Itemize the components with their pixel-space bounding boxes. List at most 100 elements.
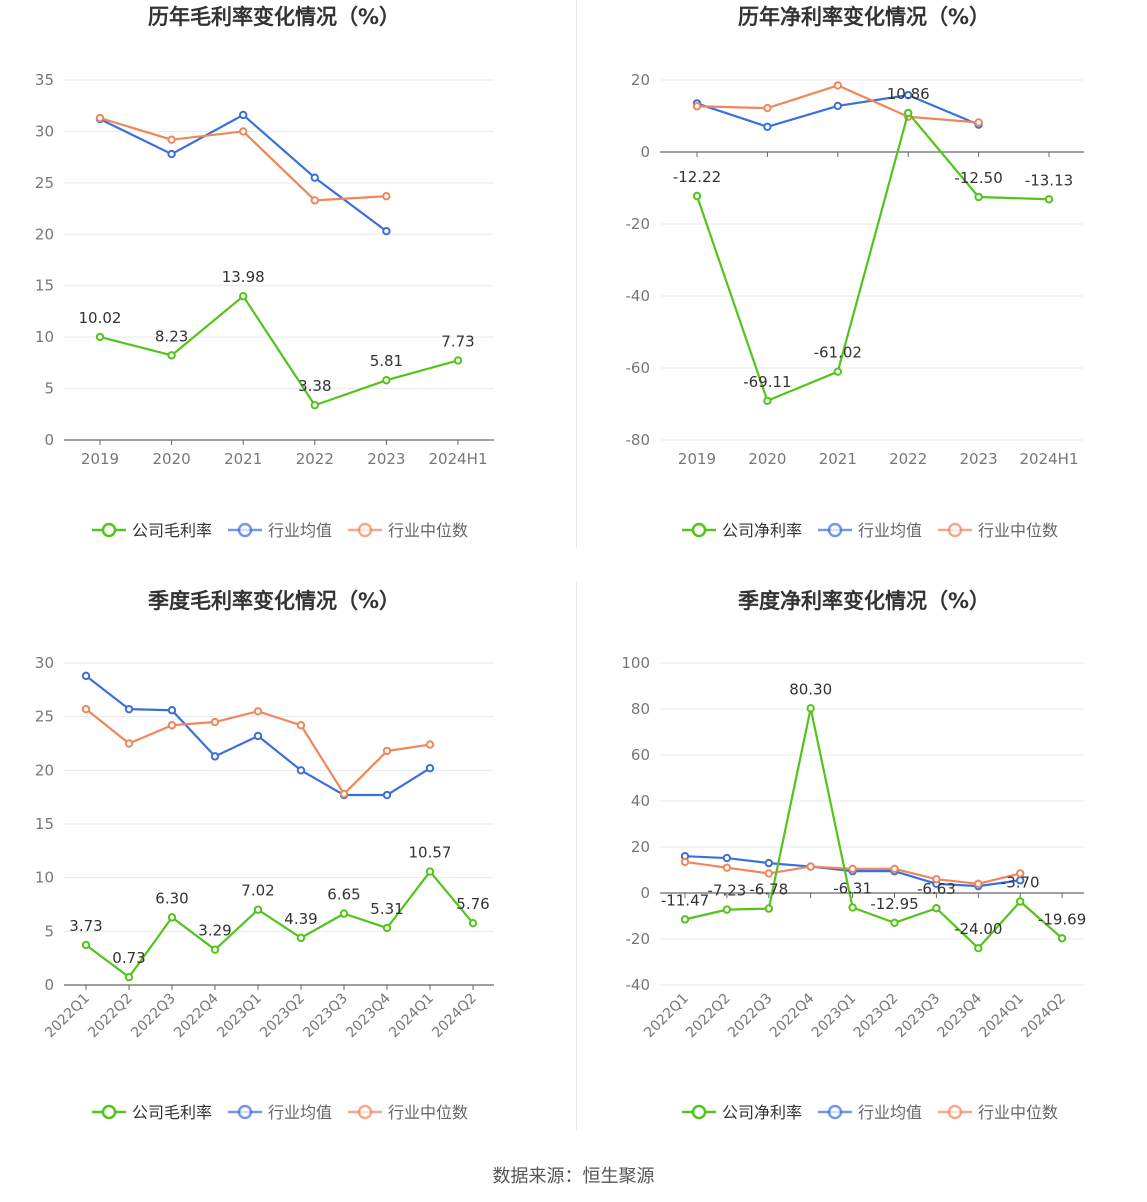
data-point-行业中位数 bbox=[310, 196, 319, 205]
data-point-公司毛利率 bbox=[296, 933, 306, 943]
legend-label-avg: 行业均值 bbox=[858, 1103, 922, 1122]
x-tick-label: 2023Q3 bbox=[300, 991, 351, 1042]
data-point-行业中位数 bbox=[806, 862, 815, 871]
data-label: -6.31 bbox=[833, 880, 872, 898]
y-tick-label: 80 bbox=[631, 700, 650, 718]
data-label: -12.95 bbox=[870, 895, 918, 913]
x-tick-label: 2024Q1 bbox=[386, 991, 437, 1042]
data-point-公司净利率 bbox=[848, 903, 857, 912]
data-point-行业均值 bbox=[296, 766, 306, 775]
data-label: -61.02 bbox=[814, 344, 862, 362]
data-point-行业中位数 bbox=[425, 740, 435, 749]
data-point-公司净利率 bbox=[1057, 934, 1067, 943]
x-tick-label: 2023Q4 bbox=[343, 990, 394, 1041]
data-point-公司毛利率 bbox=[210, 945, 220, 954]
data-point-公司净利率 bbox=[890, 918, 899, 927]
y-tick-label: 10 bbox=[35, 869, 54, 887]
data-point-行业中位数 bbox=[124, 739, 134, 748]
legend-label-median: 行业中位数 bbox=[978, 1103, 1058, 1122]
data-point-行业中位数 bbox=[722, 863, 732, 872]
data-point-公司毛利率 bbox=[382, 376, 391, 385]
data-label: -12.50 bbox=[954, 169, 1002, 187]
data-point-公司毛利率 bbox=[239, 292, 248, 301]
y-tick-label: 35 bbox=[35, 71, 54, 89]
data-point-行业中位数 bbox=[382, 746, 392, 756]
x-tick-label: 2023Q2 bbox=[851, 991, 902, 1042]
x-tick-label: 2024H1 bbox=[1020, 450, 1079, 468]
chart-title: 季度净利率变化情况（%） bbox=[738, 589, 990, 613]
data-point-行业中位数 bbox=[680, 857, 690, 867]
legend-label-avg: 行业均值 bbox=[268, 1103, 332, 1122]
vertical-divider-top bbox=[576, 0, 577, 548]
legend-label-avg: 行业均值 bbox=[268, 521, 332, 540]
data-point-行业中位数 bbox=[339, 789, 349, 799]
data-label: -11.47 bbox=[661, 891, 709, 909]
data-point-行业中位数 bbox=[382, 192, 391, 201]
data-point-公司毛利率 bbox=[124, 972, 134, 982]
x-tick-label: 2024Q2 bbox=[429, 991, 480, 1042]
legend-label-company: 公司毛利率 bbox=[132, 521, 212, 540]
data-label: -24.00 bbox=[954, 920, 1002, 938]
series-line-公司毛利率 bbox=[85, 870, 474, 979]
y-tick-label: 30 bbox=[35, 122, 54, 140]
data-label: -7.23 bbox=[707, 882, 746, 900]
data-point-公司毛利率 bbox=[167, 913, 177, 922]
x-tick-label: 2023Q1 bbox=[809, 991, 860, 1042]
legend-marker-median bbox=[357, 522, 373, 538]
y-tick-label: 0 bbox=[640, 143, 650, 161]
x-tick-label: 2022 bbox=[889, 450, 927, 468]
x-tick-label: 2019 bbox=[81, 450, 119, 468]
x-tick-label: 2022Q4 bbox=[767, 990, 818, 1041]
x-tick-label: 2022Q2 bbox=[683, 991, 734, 1042]
chart-title: 历年净利率变化情况（%） bbox=[738, 5, 990, 29]
data-point-行业均值 bbox=[904, 90, 913, 100]
data-point-行业均值 bbox=[763, 122, 772, 132]
legend-label-company: 公司净利率 bbox=[722, 521, 802, 540]
data-point-公司净利率 bbox=[1016, 897, 1025, 906]
legend-label-median: 行业中位数 bbox=[388, 521, 468, 540]
data-source: 数据来源：恒生聚源 bbox=[492, 1166, 655, 1187]
data-label: -19.69 bbox=[1038, 910, 1086, 928]
data-label: 13.98 bbox=[222, 268, 265, 286]
chart-title: 季度毛利率变化情况（%） bbox=[148, 589, 400, 613]
data-point-行业均值 bbox=[253, 731, 263, 741]
data-point-公司毛利率 bbox=[81, 940, 91, 950]
legend-marker-median bbox=[947, 522, 963, 538]
data-point-公司毛利率 bbox=[167, 351, 176, 360]
data-label: -12.22 bbox=[673, 168, 721, 186]
data-point-行业中位数 bbox=[95, 113, 105, 123]
x-tick-label: 2022Q3 bbox=[128, 991, 179, 1042]
data-point-行业中位数 bbox=[848, 864, 857, 874]
data-point-公司净利率 bbox=[764, 904, 773, 913]
data-point-行业中位数 bbox=[296, 721, 306, 730]
chart-title: 历年毛利率变化情况（%） bbox=[148, 5, 400, 29]
data-point-行业均值 bbox=[764, 858, 773, 868]
y-tick-label: 0 bbox=[44, 431, 54, 449]
y-tick-label: 20 bbox=[35, 761, 54, 779]
data-label: 6.30 bbox=[155, 889, 188, 907]
legend-label-avg: 行业均值 bbox=[858, 521, 922, 540]
data-point-行业均值 bbox=[239, 110, 248, 120]
x-tick-label: 2023 bbox=[367, 450, 405, 468]
data-label: 10.57 bbox=[409, 844, 452, 862]
data-point-行业均值 bbox=[167, 706, 177, 715]
data-point-行业均值 bbox=[425, 763, 435, 773]
legend-marker-avg bbox=[827, 1104, 843, 1120]
data-point-行业中位数 bbox=[239, 127, 248, 136]
x-tick-label: 2022Q1 bbox=[641, 991, 692, 1042]
y-tick-label: 20 bbox=[631, 71, 650, 89]
series-line-行业均值 bbox=[696, 94, 980, 128]
data-point-行业中位数 bbox=[692, 102, 702, 111]
legend-label-company: 公司净利率 bbox=[722, 1103, 802, 1122]
x-tick-label: 2024H1 bbox=[429, 450, 488, 468]
legend-marker-company bbox=[691, 1104, 707, 1120]
legend-label-median: 行业中位数 bbox=[388, 1103, 468, 1122]
data-point-公司毛利率 bbox=[382, 923, 392, 933]
data-label: -6.78 bbox=[749, 881, 788, 899]
data-point-行业中位数 bbox=[167, 135, 176, 144]
legend-marker-avg bbox=[237, 522, 253, 538]
y-tick-label: 25 bbox=[35, 174, 54, 192]
y-tick-label: 20 bbox=[631, 838, 650, 856]
y-tick-label: 40 bbox=[631, 792, 650, 810]
